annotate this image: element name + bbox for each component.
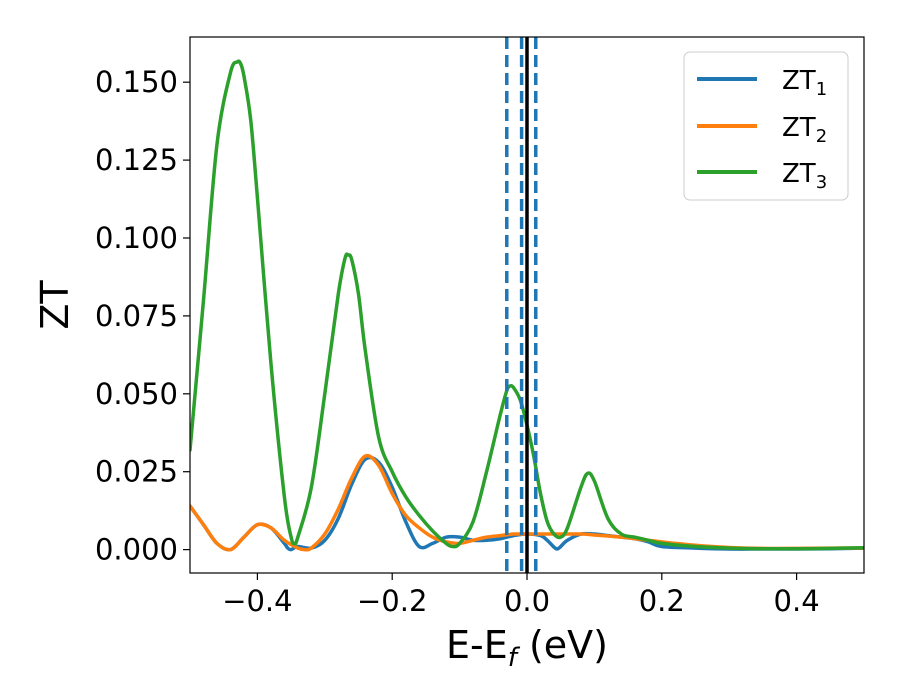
legend-frame (683, 51, 849, 201)
x-tick-label: −0.4 (222, 584, 292, 618)
x-tick-label: 0.0 (504, 584, 550, 618)
y-tick-label: 0.025 (95, 455, 178, 489)
x-tick-label: −0.2 (357, 584, 427, 618)
reference-lines (505, 37, 538, 573)
series-layer (190, 59, 864, 552)
y-tick-label: 0.150 (95, 65, 178, 99)
x-axis-title-unit: (eV) (517, 623, 608, 667)
x-axis-title-main: E-E (446, 623, 508, 667)
y-tick-label: 0.100 (95, 221, 178, 255)
legend: ZT1 ZT2 ZT3 (683, 51, 849, 201)
x-axis-title: E-Ef (eV) (446, 623, 608, 673)
y-axis-ticks: 0.000 0.025 0.050 0.075 0.100 0.125 0.150 (95, 65, 190, 567)
legend-item-zt2: ZT2 (697, 113, 827, 147)
x-tick-label: 0.4 (774, 584, 820, 618)
y-tick-label: 0.050 (95, 377, 178, 411)
legend-label-zt2: ZT2 (782, 113, 827, 147)
series-line-zt3 (190, 59, 864, 551)
x-axis-ticks: −0.4 −0.2 0.0 0.2 0.4 (222, 573, 820, 618)
x-tick-label: 0.2 (639, 584, 685, 618)
y-tick-label: 0.125 (95, 143, 178, 177)
y-axis-title: ZT (33, 280, 77, 330)
y-tick-label: 0.000 (95, 533, 178, 567)
legend-label-zt3: ZT3 (782, 159, 827, 193)
legend-item-zt3: ZT3 (697, 159, 827, 193)
legend-label-zt1: ZT1 (782, 66, 827, 100)
legend-item-zt1: ZT1 (697, 66, 827, 100)
y-tick-label: 0.075 (95, 299, 178, 333)
